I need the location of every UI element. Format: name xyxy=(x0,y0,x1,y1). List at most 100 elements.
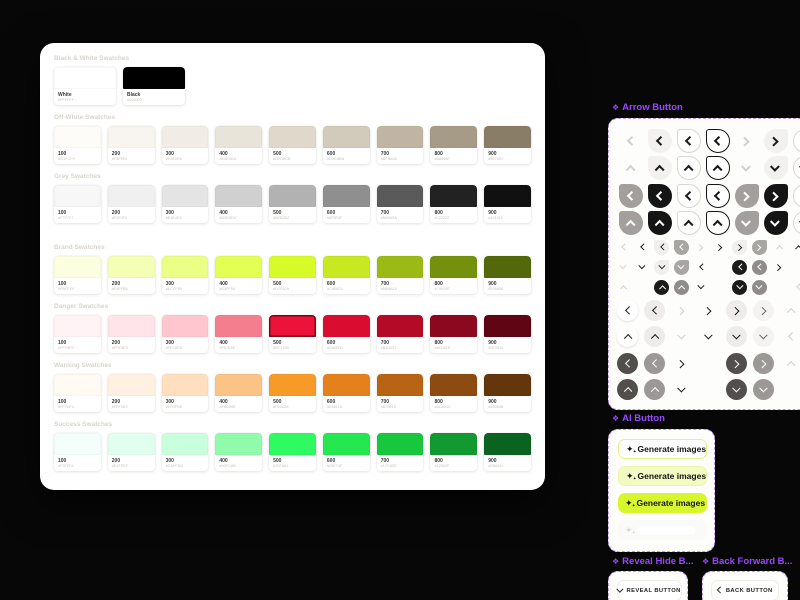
arrow-button-up[interactable] xyxy=(771,240,786,255)
arrow-button-right[interactable] xyxy=(792,183,800,208)
arrow-button-up[interactable] xyxy=(780,353,800,374)
swatch-card-600[interactable]: 600 #D2CABA xyxy=(322,126,370,164)
generate-images-button[interactable]: ✦ ✦ Generate images xyxy=(618,439,707,459)
swatch-card-300[interactable]: 300 #E4E4E4 xyxy=(161,185,209,223)
swatch-card-500[interactable]: 500 #30FA61 xyxy=(269,433,316,471)
swatch-card-300[interactable]: 300 #FFDFBE xyxy=(161,374,209,412)
arrow-button-right[interactable] xyxy=(763,183,788,208)
generate-images-button[interactable]: ✦ ✦ xyxy=(618,520,707,540)
arrow-button-down[interactable] xyxy=(751,279,767,295)
arrow-button-up[interactable] xyxy=(705,156,730,181)
swatch-card-400[interactable]: 400 #F57E8E xyxy=(215,315,263,353)
arrow-button-up[interactable] xyxy=(619,156,643,180)
arrow-button-down[interactable] xyxy=(673,259,689,275)
arrow-button-right[interactable] xyxy=(693,240,708,255)
swatch-card-400[interactable]: 400 #E3FF54 xyxy=(215,256,263,294)
swatch-card-400[interactable]: 400 #90FCAB xyxy=(215,433,263,471)
generate-images-button[interactable]: ✦ ✦ Generate images xyxy=(618,493,707,513)
arrow-button-down[interactable] xyxy=(763,156,788,181)
arrow-button-left[interactable] xyxy=(654,239,670,255)
back-button[interactable]: BACK BUTTON xyxy=(711,580,779,600)
swatch-card-500[interactable]: 500 #EC1239 xyxy=(269,315,316,353)
swatch-card-200[interactable]: 200 #F4FFB5 xyxy=(107,256,155,294)
arrow-button-left[interactable] xyxy=(705,183,730,208)
swatch-card-900[interactable]: 900 #53680A xyxy=(484,256,532,294)
arrow-button-right[interactable] xyxy=(732,239,748,255)
arrow-button-up[interactable] xyxy=(705,211,730,236)
arrow-button-left[interactable] xyxy=(617,352,639,374)
reveal-button[interactable]: REVEAL BUTTON xyxy=(617,580,682,600)
arrow-button-left[interactable] xyxy=(676,128,701,153)
swatch-card-900[interactable]: 900 #63360B xyxy=(484,374,532,412)
arrow-button-left[interactable] xyxy=(644,299,666,321)
arrow-button-down[interactable] xyxy=(792,156,800,181)
swatch-card-100[interactable]: 100 #FDFCF9 xyxy=(54,126,101,164)
swatch-card-300[interactable]: 300 #F1EDE6 xyxy=(161,126,209,164)
arrow-button-down[interactable] xyxy=(735,156,759,180)
arrow-button-up[interactable] xyxy=(615,280,630,295)
arrow-button-up[interactable] xyxy=(654,279,670,295)
arrow-button-left[interactable] xyxy=(617,299,639,321)
arrow-button-down[interactable] xyxy=(615,260,630,275)
swatch-card-600[interactable]: 600 #DA0D31 xyxy=(322,315,370,353)
swatch-card-500[interactable]: 500 #B2B2B2 xyxy=(269,185,316,223)
arrow-button-up[interactable] xyxy=(644,379,666,401)
arrow-button-up[interactable] xyxy=(618,211,643,236)
swatch-card-900[interactable]: 900 #0B6320 xyxy=(484,433,532,471)
arrow-button-down[interactable] xyxy=(671,326,692,347)
swatch-card-100[interactable]: 100 #F3FFFA xyxy=(54,433,101,471)
arrow-button-up[interactable] xyxy=(791,240,800,255)
arrow-button-right[interactable] xyxy=(725,299,747,321)
arrow-button-left[interactable] xyxy=(618,183,643,208)
arrow-button-down[interactable] xyxy=(792,211,800,236)
swatch-card-500[interactable]: 500 #D7FA29 xyxy=(269,256,316,294)
arrow-button-right[interactable] xyxy=(753,352,775,374)
arrow-button-right[interactable] xyxy=(753,299,775,321)
swatch-card-700[interactable]: 700 #B40A27 xyxy=(376,315,424,353)
arrow-button-right[interactable] xyxy=(671,300,692,321)
arrow-button-right[interactable] xyxy=(713,240,728,255)
swatch-card-400[interactable]: 400 #D0D0D0 xyxy=(215,185,263,223)
arrow-button-left[interactable] xyxy=(780,326,800,347)
arrow-button-up[interactable] xyxy=(676,156,701,181)
swatch-card-800[interactable]: 800 #12992F xyxy=(430,433,478,471)
swatch-card-100[interactable]: 100 #FBFFE0 xyxy=(54,256,101,294)
arrow-button-down[interactable] xyxy=(734,211,759,236)
arrow-button-up[interactable] xyxy=(676,211,701,236)
arrow-button-down[interactable] xyxy=(763,211,788,236)
swatch-card-500[interactable]: 500 #DFD8CB xyxy=(269,126,316,164)
swatch-card-black[interactable]: Black #000000 xyxy=(123,67,185,105)
arrow-button-up[interactable] xyxy=(673,279,689,295)
arrow-button-down[interactable] xyxy=(654,259,670,275)
arrow-button-left[interactable] xyxy=(673,239,689,255)
arrow-button-up[interactable] xyxy=(617,379,639,401)
swatch-card-600[interactable]: 600 #25E74F xyxy=(322,433,370,471)
arrow-button-left[interactable] xyxy=(619,129,643,153)
swatch-card-200[interactable]: 200 #F0F0F0 xyxy=(107,185,155,223)
arrow-button-left[interactable] xyxy=(635,240,650,255)
swatch-card-300[interactable]: 300 #ECFF85 xyxy=(161,256,209,294)
arrow-button-left[interactable] xyxy=(693,260,708,275)
arrow-button-right[interactable] xyxy=(671,353,692,374)
swatch-card-600[interactable]: 600 #C8E822 xyxy=(322,256,370,294)
swatch-card-300[interactable]: 300 #FFC6D0 xyxy=(161,315,209,353)
swatch-card-400[interactable]: 400 #E9E4DA xyxy=(215,126,263,164)
arrow-button-left[interactable] xyxy=(676,183,701,208)
swatch-card-700[interactable]: 700 #9BBA15 xyxy=(376,256,424,294)
arrow-button-down[interactable] xyxy=(693,280,708,295)
swatch-card-white[interactable]: White #FFFFFF xyxy=(54,67,116,105)
arrow-button-left[interactable] xyxy=(705,128,730,153)
swatch-card-100[interactable]: 100 #FFFAF4 xyxy=(54,374,101,412)
swatch-card-700[interactable]: 700 #B76515 xyxy=(376,374,424,412)
arrow-button-right[interactable] xyxy=(735,129,759,153)
arrow-button-right[interactable] xyxy=(763,128,788,153)
swatch-card-200[interactable]: 200 #F8F5F0 xyxy=(107,126,155,164)
swatch-card-200[interactable]: 200 #FFF1E2 xyxy=(107,374,155,412)
swatch-card-900[interactable]: 900 #897D67 xyxy=(484,126,532,164)
arrow-button-up[interactable] xyxy=(617,326,639,348)
arrow-button-left[interactable] xyxy=(751,259,767,275)
arrow-button-up[interactable] xyxy=(647,211,672,236)
arrow-button-left[interactable] xyxy=(647,183,672,208)
generate-images-button[interactable]: ✦ ✦ Generate images xyxy=(618,466,707,486)
arrow-button-up[interactable] xyxy=(644,326,666,348)
